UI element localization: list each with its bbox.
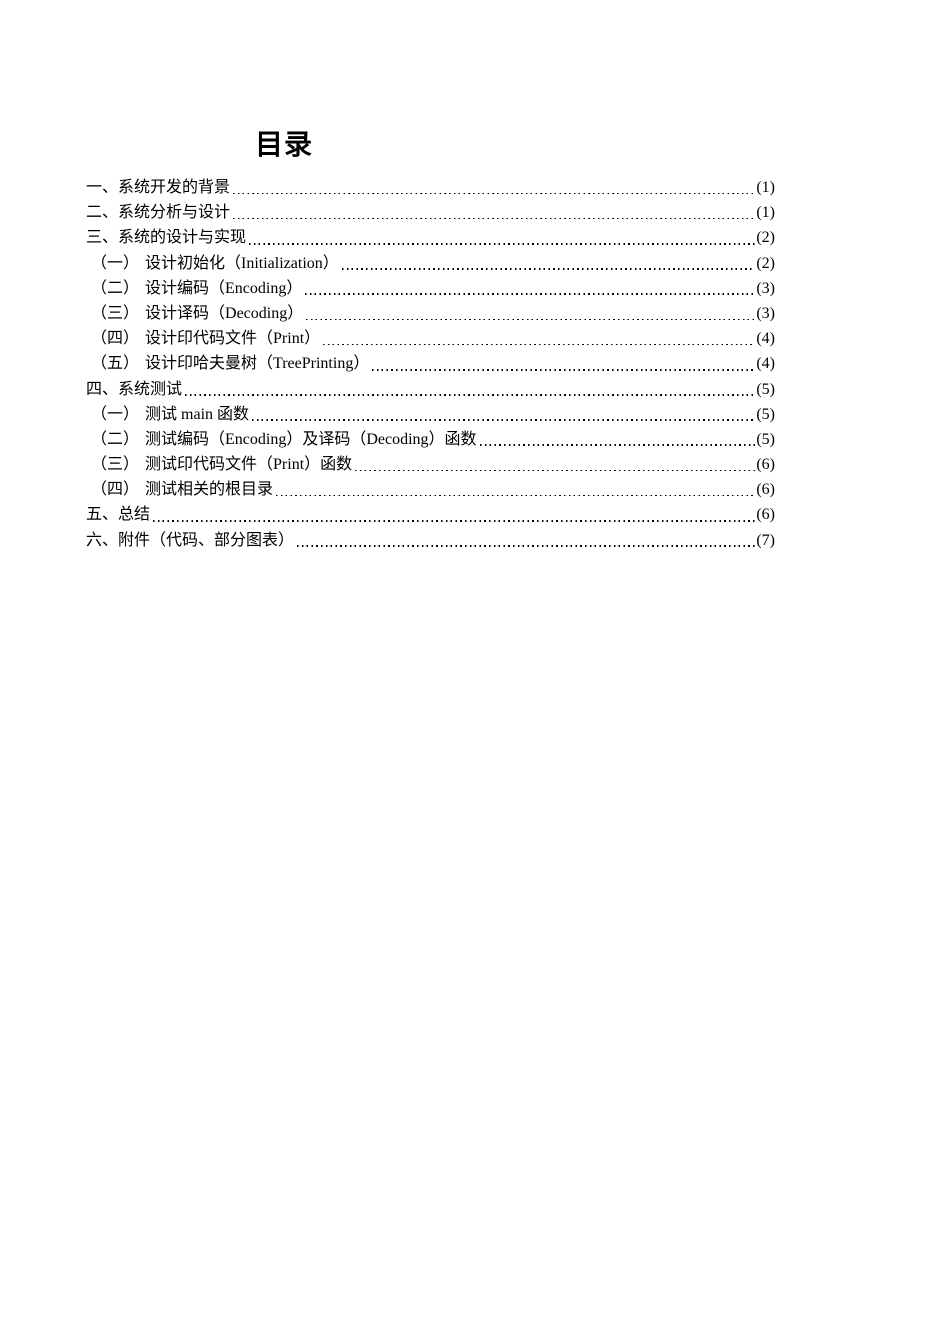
toc-entry-page: (4) (756, 355, 775, 373)
toc-entry[interactable]: 三、 系统的设计与实现 (2) (86, 225, 775, 250)
toc-entry-number: （四） (91, 481, 140, 499)
toc-entry-page: (4) (756, 330, 775, 348)
toc-entry-number: 三、 (86, 229, 119, 247)
toc-entry[interactable]: （二） 设计编码（Encoding） (3) (86, 276, 775, 301)
toc-entry-title: 系统测试 (118, 380, 183, 398)
toc-entry-title: 设计初始化（Initialization） (145, 254, 339, 272)
toc-entry[interactable]: （一） 设计初始化（Initialization） (2) (86, 251, 775, 276)
toc-entry-page: (5) (756, 405, 775, 423)
toc-entry[interactable]: 四、 系统测试 (5) (86, 377, 775, 402)
toc-entry-page: (2) (756, 229, 775, 247)
toc-entry-title: 系统分析与设计 (118, 204, 231, 222)
toc-entry-number: （三） (91, 456, 140, 474)
toc-entry-title: 测试 main 函数 (145, 405, 250, 423)
toc-entry[interactable]: （三） 测试印代码文件（Print）函数 (6) (86, 452, 775, 477)
toc-entry[interactable]: （五） 设计印哈夫曼树（TreePrinting） (4) (86, 351, 775, 376)
toc-entry[interactable]: 六、 附件（代码、部分图表） (7) (86, 528, 775, 553)
toc-entry-number: （二） (91, 430, 140, 448)
toc-entry-title: 系统开发的背景 (118, 179, 231, 196)
page-title: 目录 (255, 130, 314, 161)
toc-entry-title: 系统的设计与实现 (118, 229, 247, 247)
toc-entry[interactable]: （四） 设计印代码文件（Print） (4) (86, 326, 775, 351)
toc-entry-title: 测试印代码文件（Print）函数 (145, 456, 353, 474)
toc-entry-number: （五） (91, 355, 140, 373)
toc-entry-title: 附件（代码、部分图表） (118, 531, 295, 549)
toc-dot-leader (153, 520, 756, 522)
toc-entry-title: 设计印哈夫曼树（TreePrinting） (145, 355, 370, 373)
toc-entry-number: 一、 (86, 179, 119, 196)
toc-entry-page: (5) (756, 380, 775, 398)
toc-entry-page: (1) (756, 179, 775, 196)
toc-entry-page: (7) (756, 531, 775, 549)
toc-dot-leader (297, 545, 756, 547)
toc-dot-leader (249, 242, 756, 245)
toc-dot-leader (233, 217, 756, 220)
toc-entry-number: （三） (91, 304, 140, 322)
toc-list: 一、 系统开发的背景 (1) 二、 系统分析与设计 (1) 三、 系统的设计与实现 (2) （一）… (86, 175, 775, 553)
toc-dot-leader (305, 293, 756, 295)
toc-entry-title: 设计译码（Decoding） (145, 304, 304, 322)
toc-entry-number: （二） (91, 279, 140, 297)
toc-entry-title: 总结 (118, 506, 151, 524)
toc-dot-leader (479, 444, 756, 447)
toc-entry-page: (3) (756, 304, 775, 322)
toc-entry-number: 六、 (86, 531, 119, 549)
toc-entry[interactable]: （一） 测试 main 函数 (5) (86, 402, 775, 427)
toc-entry-number: 二、 (86, 204, 119, 222)
toc-dot-leader (341, 268, 756, 270)
toc-entry-number: （四） (91, 330, 140, 348)
toc-dot-leader (323, 343, 756, 346)
toc-entry-page: (5) (756, 430, 775, 448)
toc-entry-number: 四、 (86, 380, 119, 398)
toc-entry-title: 设计印代码文件（Print） (145, 330, 321, 348)
toc-entry[interactable]: 一、 系统开发的背景 (1) (86, 175, 775, 200)
toc-entry[interactable]: （二） 测试编码（Encoding）及译码（Decoding）函数 (5) (86, 427, 775, 452)
toc-entry[interactable]: 二、 系统分析与设计 (1) (86, 200, 775, 225)
toc-entry[interactable]: 五、 总结 (6) (86, 502, 775, 527)
toc-entry-number: （一） (91, 405, 140, 423)
toc-entry-page: (6) (756, 481, 775, 499)
toc-entry-title: 设计编码（Encoding） (145, 279, 303, 297)
toc-dot-leader (355, 469, 756, 472)
toc-entry-number: （一） (91, 254, 140, 272)
toc-dot-leader (185, 394, 756, 396)
toc-entry-number: 五、 (86, 506, 119, 524)
toc-entry-page: (1) (756, 204, 775, 222)
toc-dot-leader (306, 318, 756, 321)
toc-entry-title: 测试编码（Encoding）及译码（Decoding）函数 (145, 430, 477, 448)
toc-dot-leader (372, 368, 756, 371)
toc-entry-page: (6) (756, 456, 775, 474)
toc-entry[interactable]: （四） 测试相关的根目录 (6) (86, 477, 775, 502)
toc-dot-leader (276, 494, 756, 497)
toc-entry-title: 测试相关的根目录 (145, 481, 274, 499)
toc-entry-page: (6) (756, 506, 775, 524)
toc-entry[interactable]: （三） 设计译码（Decoding） (3) (86, 301, 775, 326)
toc-entry-page: (3) (756, 279, 775, 297)
toc-entry-page: (2) (756, 254, 775, 272)
toc-dot-leader (252, 419, 756, 421)
toc-dot-leader (233, 192, 756, 195)
